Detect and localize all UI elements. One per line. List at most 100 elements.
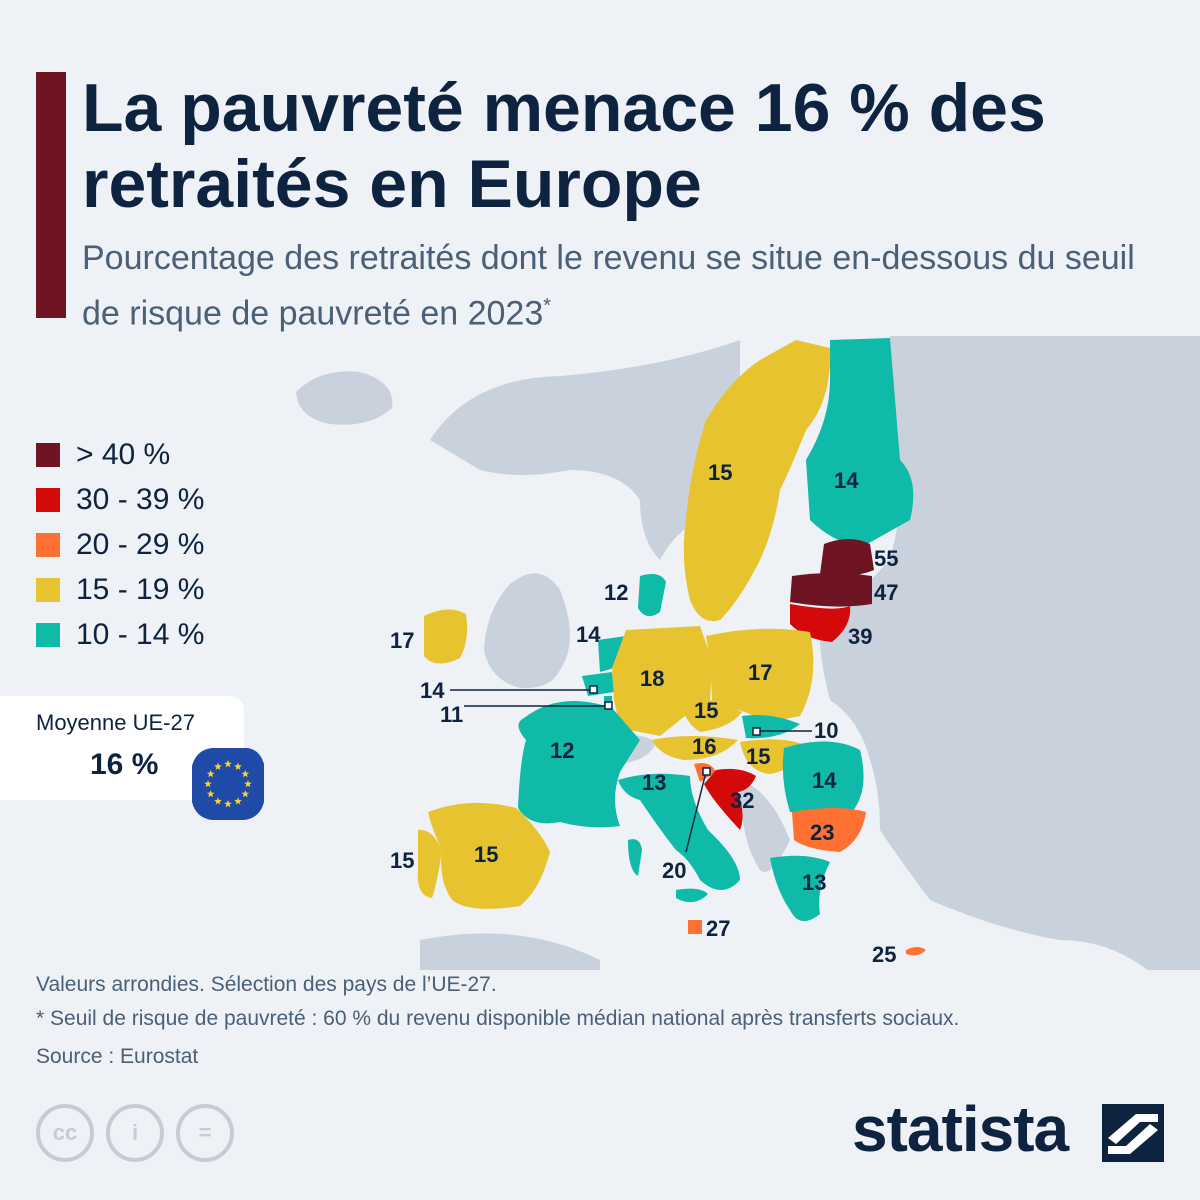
- sardinia: [628, 839, 642, 876]
- malta: [688, 920, 702, 934]
- label-austria: 16: [692, 734, 716, 759]
- label-luxembourg: 11: [440, 702, 463, 727]
- no-derivatives-icon[interactable]: =: [176, 1104, 234, 1162]
- label-italy: 13: [642, 770, 666, 795]
- france: [518, 700, 640, 828]
- footer-notes: Valeurs arrondies. Sélection des pays de…: [36, 970, 1176, 1076]
- footer-note-rounding: Valeurs arrondies. Sélection des pays de…: [36, 973, 497, 996]
- legend-label: 10 - 14 %: [76, 617, 205, 651]
- belgium: [582, 672, 614, 696]
- label-netherlands: 14: [576, 622, 601, 647]
- label-slovakia: 10: [814, 718, 838, 743]
- page-title: La pauvreté menace 16 % des retraités en…: [82, 70, 1046, 222]
- creative-commons-icon[interactable]: cc: [36, 1104, 94, 1162]
- label-estonia: 55: [874, 546, 898, 571]
- subtitle-text: Pourcentage des retraités dont le revenu…: [82, 239, 1135, 333]
- sicily: [676, 888, 708, 903]
- cyprus: [906, 947, 926, 956]
- label-sweden: 15: [708, 460, 732, 485]
- legend-swatch: [36, 487, 60, 512]
- greece: [770, 855, 830, 922]
- czechia: [680, 698, 742, 732]
- label-germany: 18: [640, 666, 664, 691]
- legend-swatch: [36, 532, 60, 557]
- leader-lines: [450, 689, 812, 853]
- legend-item: 15 - 19 %: [36, 567, 204, 612]
- label-ireland: 17: [390, 628, 414, 653]
- label-cyprus: 25: [872, 942, 896, 967]
- legend-swatch: [36, 622, 60, 647]
- label-latvia: 47: [874, 580, 898, 605]
- label-croatia: 32: [730, 788, 754, 813]
- legend-label: 15 - 19 %: [76, 572, 205, 606]
- denmark: [638, 574, 666, 617]
- slovakia: [742, 715, 800, 739]
- croatia: [704, 768, 756, 830]
- eu-star-icon: [214, 797, 222, 805]
- estonia: [820, 539, 874, 577]
- eu-average-value: 16 %: [90, 748, 159, 781]
- eu-star-icon: [206, 790, 215, 798]
- legend-label: 30 - 39 %: [76, 482, 205, 516]
- license-icons: cc i =: [36, 1104, 234, 1162]
- eu-star-icon: [241, 790, 250, 798]
- label-malta: 27: [706, 916, 730, 941]
- eu-star-icon: [234, 762, 242, 770]
- legend-item: 10 - 14 %: [36, 612, 204, 657]
- italy: [618, 773, 740, 890]
- legend-item: 30 - 39 %: [36, 477, 204, 522]
- non-eu-land: [296, 336, 1200, 970]
- sweden: [683, 340, 831, 622]
- footer-source: Source : Eurostat: [36, 1045, 199, 1068]
- eu-star-icon: [224, 800, 232, 808]
- finland: [806, 338, 914, 548]
- legend-swatch: [36, 577, 60, 602]
- ireland: [424, 609, 468, 664]
- romania: [782, 741, 864, 812]
- label-france: 12: [550, 738, 574, 763]
- eu-star-icon: [234, 797, 242, 805]
- legend-swatch: [36, 442, 60, 467]
- europe-map: 14 15 55 47 39 12 14 17 14 11 18 17 15 1…: [296, 336, 1200, 970]
- eu-flag-icon: [192, 748, 264, 820]
- subtitle-footnote-marker: *: [543, 295, 552, 317]
- legend-label: > 40 %: [76, 437, 171, 471]
- latvia: [790, 573, 872, 607]
- label-greece: 13: [802, 870, 826, 895]
- eu-average-label: Moyenne UE-27: [36, 710, 195, 735]
- eu-star-icon: [224, 760, 232, 768]
- label-denmark: 12: [604, 580, 628, 605]
- legend-item: 20 - 29 %: [36, 522, 204, 567]
- eu-star-icon: [214, 762, 222, 770]
- legend-label: 20 - 29 %: [76, 527, 205, 561]
- label-poland: 17: [748, 660, 772, 685]
- title-accent-bar: [36, 72, 66, 318]
- statista-logo-icon[interactable]: [1102, 1104, 1164, 1162]
- label-hungary: 15: [746, 744, 770, 769]
- leader-markers: [589, 685, 761, 776]
- eu-star-icon: [204, 780, 212, 788]
- attribution-icon[interactable]: i: [106, 1104, 164, 1162]
- label-romania: 14: [812, 768, 837, 793]
- legend-item: > 40 %: [36, 432, 204, 477]
- label-spain: 15: [474, 842, 498, 867]
- label-slovenia: 20: [662, 858, 686, 883]
- label-finland: 14: [834, 468, 859, 493]
- eu-star-icon: [206, 770, 215, 778]
- footer-note-threshold: * Seuil de risque de pauvreté : 60 % du …: [36, 1007, 960, 1030]
- bulgaria: [792, 808, 866, 852]
- page-subtitle: Pourcentage des retraités dont le revenu…: [82, 234, 1172, 337]
- poland: [706, 628, 814, 722]
- map-legend: > 40 % 30 - 39 % 20 - 29 % 15 - 19 % 10 …: [36, 432, 204, 657]
- label-portugal: 15: [390, 848, 414, 873]
- eu-star-icon: [244, 780, 252, 788]
- austria: [652, 736, 738, 760]
- spain: [428, 802, 550, 909]
- portugal: [417, 829, 442, 898]
- label-czechia: 15: [694, 698, 718, 723]
- label-lithuania: 39: [848, 624, 872, 649]
- label-bulgaria: 23: [810, 820, 834, 845]
- eu-star-icon: [241, 770, 250, 778]
- statista-logo-text[interactable]: statista: [852, 1093, 1069, 1165]
- label-belgium: 14: [420, 678, 445, 703]
